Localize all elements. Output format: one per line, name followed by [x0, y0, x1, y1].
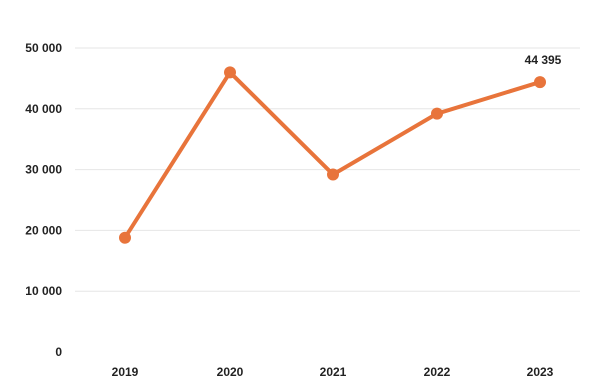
y-tick-label: 40 000: [25, 102, 62, 116]
data-label: 44 395: [525, 53, 562, 67]
y-tick-label: 30 000: [25, 163, 62, 177]
data-point: [119, 231, 131, 244]
series-line: [123, 70, 542, 240]
y-tick-label: 10 000: [25, 284, 62, 298]
data-point: [534, 76, 546, 89]
data-point: [431, 107, 443, 120]
x-tick-label: 2022: [424, 365, 451, 379]
x-tick-label: 2020: [217, 365, 244, 379]
y-axis-ticks: 0 10 000 20 000 30 000 40 000 50 000: [25, 41, 62, 359]
data-point: [224, 66, 236, 79]
x-tick-label: 2021: [320, 365, 347, 379]
y-tick-label: 20 000: [25, 223, 62, 237]
data-labels: 44 395: [525, 53, 562, 67]
series-layer: [119, 66, 546, 244]
x-tick-label: 2023: [527, 365, 554, 379]
x-axis-ticks: 2019 2020 2021 2022 2023: [112, 365, 554, 379]
x-tick-label: 2019: [112, 365, 139, 379]
data-point: [327, 168, 339, 181]
y-tick-label: 0: [55, 345, 62, 359]
y-tick-label: 50 000: [25, 41, 62, 55]
